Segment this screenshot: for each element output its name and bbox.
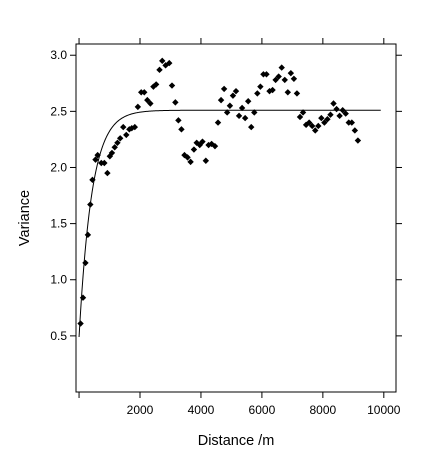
data-point: [312, 127, 319, 134]
data-point: [214, 119, 222, 126]
data-point: [318, 114, 325, 122]
data-point: [168, 82, 176, 89]
data-point: [126, 126, 133, 133]
data-point: [354, 137, 362, 144]
data-point: [87, 201, 94, 208]
data-point: [263, 71, 270, 78]
data-point: [248, 123, 255, 131]
data-point: [244, 98, 252, 105]
data-point: [77, 320, 84, 327]
data-point: [114, 139, 121, 146]
data-point: [278, 64, 285, 71]
data-point: [308, 122, 316, 130]
data-point: [104, 169, 111, 177]
data-point: [187, 158, 194, 166]
y-axis-title: Variance: [17, 190, 33, 246]
data-point: [202, 157, 210, 164]
fitted-model-line: [78, 109, 381, 338]
data-point: [296, 113, 304, 121]
x-axis-title: Distance /m: [198, 433, 275, 449]
data-point: [196, 141, 203, 149]
y-tick-label: 0.5: [50, 329, 67, 343]
data-point: [178, 126, 185, 133]
data-point: [147, 100, 154, 107]
data-point: [141, 89, 148, 96]
data-point: [159, 57, 166, 65]
data-point: [175, 117, 182, 124]
data-point: [275, 73, 282, 80]
x-tick-label: 4000: [188, 403, 215, 417]
data-point: [272, 76, 279, 84]
data-points: [77, 57, 362, 327]
data-point: [223, 109, 231, 116]
data-point: [327, 111, 334, 118]
data-point: [324, 116, 331, 123]
y-tick-label: 2.5: [50, 104, 67, 118]
data-point: [108, 149, 116, 157]
data-point: [336, 112, 343, 120]
data-point: [172, 99, 179, 106]
data-point: [254, 90, 261, 97]
data-point: [152, 81, 160, 88]
data-point: [156, 66, 163, 74]
y-axis: 0.5 1.0 1.5 2.0 2.5 3.0: [50, 48, 402, 343]
data-point: [333, 105, 340, 113]
data-point: [120, 123, 127, 131]
data-point: [342, 110, 349, 117]
data-point: [321, 119, 328, 126]
data-point: [290, 75, 298, 82]
data-point: [220, 85, 228, 93]
data-point: [184, 154, 191, 161]
y-tick-label: 1.5: [50, 217, 67, 231]
data-point: [217, 96, 225, 104]
data-point: [101, 159, 108, 167]
x-tick-label: 8000: [310, 403, 337, 417]
data-point: [299, 109, 307, 116]
data-point: [287, 69, 295, 77]
data-point: [257, 83, 264, 90]
data-point: [123, 131, 130, 139]
data-point: [92, 156, 99, 163]
data-point: [339, 107, 346, 114]
data-point: [330, 100, 337, 107]
data-point: [84, 231, 92, 239]
data-point: [190, 146, 198, 153]
data-point: [226, 102, 234, 109]
data-point: [111, 144, 118, 151]
x-axis: 2000 4000 6000 8000 10000: [78, 38, 401, 417]
data-point: [199, 138, 206, 145]
data-point: [238, 104, 246, 112]
data-point: [94, 151, 101, 159]
data-point: [235, 112, 243, 120]
y-tick-label: 2.0: [50, 160, 67, 174]
data-point: [305, 119, 313, 126]
data-point: [82, 259, 89, 267]
x-tick-label: 2000: [127, 403, 154, 417]
y-tick-label: 1.0: [50, 273, 67, 287]
data-point: [211, 142, 219, 150]
data-point: [134, 103, 142, 111]
data-point: [284, 89, 292, 96]
data-point: [131, 123, 139, 131]
data-point: [232, 87, 240, 95]
data-point: [315, 122, 322, 130]
plot-frame: [75, 43, 397, 393]
data-point: [144, 96, 151, 104]
data-point: [251, 109, 258, 116]
x-tick-label: 10000: [367, 403, 401, 417]
y-tick-label: 3.0: [50, 48, 67, 62]
data-point: [351, 127, 359, 134]
x-tick-label: 6000: [249, 403, 276, 417]
data-point: [116, 135, 124, 142]
data-point: [89, 176, 96, 184]
data-point: [269, 86, 276, 94]
data-point: [241, 114, 249, 122]
data-point: [79, 294, 87, 301]
data-point: [281, 76, 288, 84]
data-point: [348, 119, 356, 126]
data-point: [166, 59, 173, 67]
data-point: [229, 92, 237, 99]
data-point: [293, 90, 301, 97]
